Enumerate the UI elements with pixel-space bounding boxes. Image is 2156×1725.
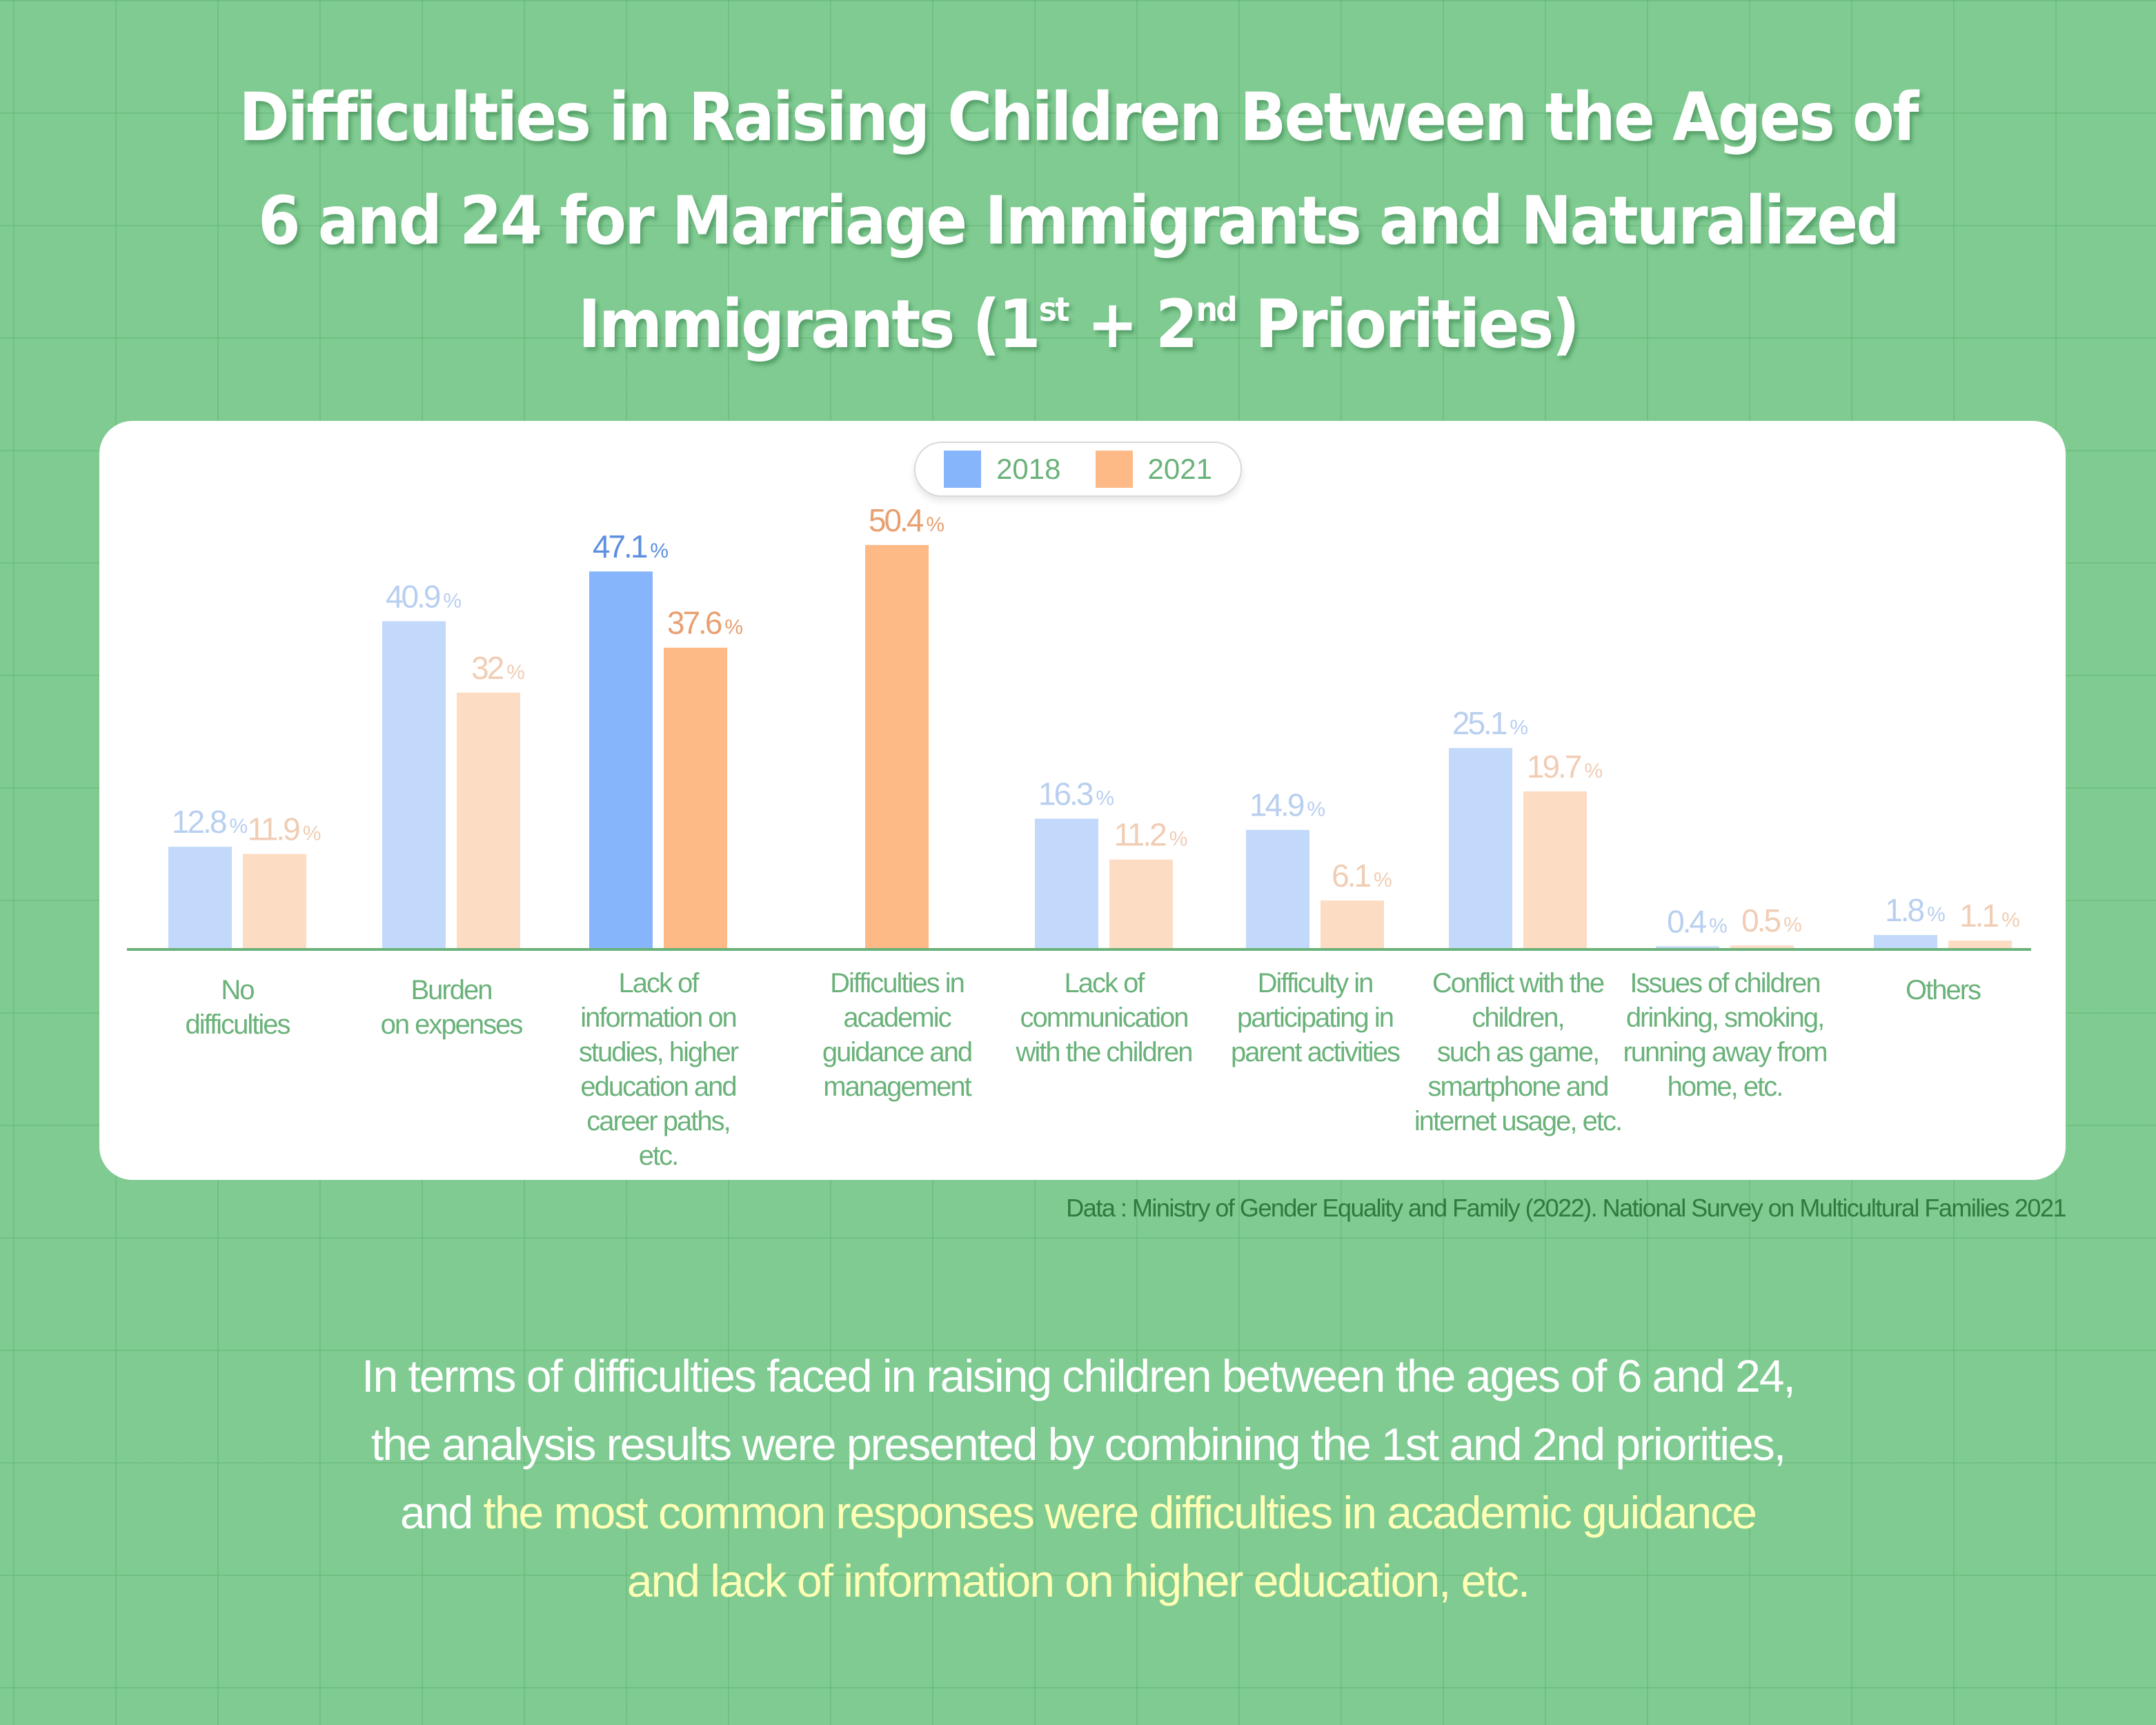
data-label-2018: 47.1% bbox=[593, 529, 669, 564]
bar-2018 bbox=[382, 621, 446, 949]
data-label-2021: 1.1% bbox=[1959, 898, 2020, 934]
summary-line-2: the analysis results were presented by c… bbox=[370, 1419, 1786, 1470]
bar-2018 bbox=[1449, 748, 1512, 949]
summary-highlight: the most common responses were difficult… bbox=[483, 1487, 1757, 1538]
category-label-line: drinking, smoking, bbox=[1625, 1003, 1825, 1033]
category-label-line: guidance and bbox=[822, 1037, 973, 1067]
category-label-line: Issues of children bbox=[1630, 968, 1821, 998]
category-label: Difficulty in participating in parent acti… bbox=[1201, 966, 1429, 1070]
category-label: Burden on expenses bbox=[337, 973, 565, 1042]
category-label-line: children, bbox=[1472, 1003, 1565, 1033]
bar-2018 bbox=[168, 847, 232, 949]
category-label: Conflict with the children, such as game, s… bbox=[1404, 966, 1632, 1138]
bar-2018 bbox=[1246, 829, 1309, 949]
summary-text-plain: and bbox=[400, 1487, 484, 1538]
title-superscript: nd bbox=[1196, 290, 1238, 329]
summary-line-1: In terms of difficulties faced in raisin… bbox=[362, 1350, 1796, 1401]
category-label: Lack of communication with the children bbox=[990, 966, 1218, 1070]
category-label-line: academic bbox=[843, 1003, 951, 1033]
category-label-line: Difficulties in bbox=[830, 968, 965, 998]
category-label: Difficulties in academic guidance and manag… bbox=[783, 966, 1011, 1104]
legend-swatch-2018 bbox=[944, 451, 982, 488]
category-label-line: career paths, bbox=[586, 1106, 731, 1136]
bar-2021 bbox=[664, 647, 727, 949]
category-label: No difficulties bbox=[123, 973, 351, 1042]
bar-2018 bbox=[1874, 935, 1937, 949]
category-label-line: information on bbox=[580, 1003, 737, 1033]
title-superscript: st bbox=[1038, 290, 1070, 329]
category-label-line: studies, higher bbox=[578, 1037, 739, 1067]
data-label-2018: 25.1% bbox=[1452, 705, 1528, 741]
data-label-2021: 11.9% bbox=[248, 811, 322, 847]
chart-legend: 2018 2021 bbox=[914, 442, 1242, 497]
category-label-line: internet usage, etc. bbox=[1414, 1106, 1623, 1136]
title-text: + 2 bbox=[1067, 286, 1198, 363]
title-text: Priorities) bbox=[1236, 286, 1580, 363]
title-line-1: Difficulties in Raising Children Between… bbox=[239, 79, 1919, 156]
data-label-2021: 0.5% bbox=[1741, 903, 1802, 938]
bar-2021 bbox=[1730, 945, 1794, 949]
bar-2021 bbox=[1109, 859, 1173, 949]
title-line-2: 6 and 24 for Marriage Immigrants and Nat… bbox=[258, 182, 1900, 259]
title-line-3: Immigrants (1st + 2nd Priorities) bbox=[86, 273, 2070, 376]
title-text: Immigrants (1 bbox=[577, 286, 1041, 363]
category-label: Issues of children drinking, smoking, runn… bbox=[1611, 966, 1839, 1104]
data-label-2018: 40.9% bbox=[386, 578, 462, 614]
category-label: Others bbox=[1829, 973, 2057, 1007]
bar-2021 bbox=[865, 544, 929, 949]
category-label-line: running away from bbox=[1623, 1037, 1828, 1067]
bar-2021 bbox=[1523, 791, 1587, 949]
legend-label-2021: 2021 bbox=[1147, 453, 1212, 485]
summary-line-4: and lack of information on higher educat… bbox=[626, 1555, 1530, 1606]
bar-2021 bbox=[1321, 900, 1384, 949]
data-label-2018: 12.8% bbox=[172, 804, 248, 840]
category-label-line: smartphone and bbox=[1427, 1072, 1609, 1102]
summary-text: In terms of difficulties faced in raisin… bbox=[0, 1342, 2156, 1615]
legend-label-2018: 2018 bbox=[996, 453, 1061, 485]
data-label-2018: 1.8% bbox=[1885, 892, 1946, 928]
category-label-line: etc. bbox=[638, 1141, 679, 1171]
data-label-2018: 16.3% bbox=[1038, 776, 1114, 811]
bar-2018 bbox=[1656, 946, 1719, 949]
category-label-line: education and bbox=[580, 1072, 737, 1102]
category-label-line: such as game, bbox=[1436, 1037, 1600, 1067]
category-label: Lack of information on studies, higher educ… bbox=[544, 966, 772, 1173]
bar-2021 bbox=[1948, 940, 2012, 949]
category-label-line: Lack of bbox=[1064, 968, 1145, 998]
category-label-line: Others bbox=[1905, 975, 1981, 1005]
data-label-2021: 37.6% bbox=[667, 605, 743, 641]
bar-2021 bbox=[243, 854, 306, 949]
bar-2021 bbox=[457, 692, 520, 949]
category-label-line: No bbox=[221, 975, 255, 1005]
data-label-2018: 14.9% bbox=[1249, 787, 1325, 823]
summary-line-3: and the most common responses were diffi… bbox=[0, 1479, 2156, 1547]
bar-2018 bbox=[1035, 818, 1098, 949]
category-label-line: Burden bbox=[411, 975, 493, 1005]
category-label-line: with the children bbox=[1016, 1037, 1193, 1067]
category-label-line: difficulties bbox=[185, 1009, 291, 1040]
data-label-2021: 19.7% bbox=[1527, 749, 1603, 785]
data-label-2021: 11.2% bbox=[1114, 817, 1188, 853]
data-source: Data : Ministry of Gender Equality and F… bbox=[1066, 1194, 2066, 1222]
legend-swatch-2021 bbox=[1095, 451, 1133, 488]
category-label-line: Lack of bbox=[618, 968, 700, 998]
bar-2018 bbox=[589, 571, 653, 949]
category-label-line: management bbox=[823, 1072, 971, 1102]
page-title: Difficulties in Raising Children Between… bbox=[86, 66, 2070, 376]
data-label-2021: 50.4% bbox=[869, 502, 945, 538]
category-label-line: Difficulty in bbox=[1257, 968, 1374, 998]
data-label-2021: 6.1% bbox=[1332, 858, 1392, 894]
category-label-line: communication bbox=[1020, 1003, 1189, 1033]
category-label-line: home, etc. bbox=[1667, 1072, 1784, 1102]
data-label-2018: 0.4% bbox=[1667, 903, 1728, 939]
category-label-line: participating in bbox=[1237, 1003, 1394, 1033]
category-label-line: parent activities bbox=[1231, 1037, 1401, 1067]
category-label-line: on expenses bbox=[380, 1009, 524, 1040]
data-label-2021: 32% bbox=[471, 650, 525, 686]
category-label-line: Conflict with the bbox=[1432, 968, 1605, 998]
